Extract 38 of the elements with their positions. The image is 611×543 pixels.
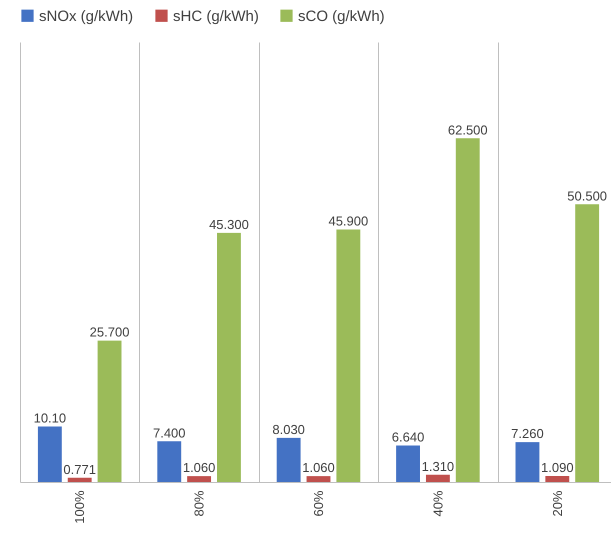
data-label: 0.771 bbox=[63, 462, 96, 477]
bar bbox=[187, 476, 212, 482]
bar bbox=[217, 232, 241, 482]
bar bbox=[157, 441, 182, 482]
bar bbox=[98, 340, 122, 482]
data-label: 6.640 bbox=[392, 429, 424, 444]
bar bbox=[426, 474, 450, 482]
bar bbox=[545, 476, 570, 482]
legend-label: sHC (g/kWh) bbox=[173, 8, 259, 25]
data-label: 1.090 bbox=[541, 460, 574, 476]
x-tick-label: 20% bbox=[550, 490, 565, 517]
data-label: 45.300 bbox=[209, 216, 249, 232]
x-tick-label: 100% bbox=[72, 490, 88, 524]
data-label: 7.400 bbox=[152, 425, 186, 440]
data-label: 8.030 bbox=[272, 422, 305, 437]
bar bbox=[396, 445, 420, 482]
bar bbox=[68, 478, 92, 482]
x-tick-label: 80% bbox=[192, 490, 207, 517]
data-label: 45.900 bbox=[328, 214, 368, 229]
x-tick-label: 60% bbox=[311, 490, 326, 517]
data-label: 50.500 bbox=[567, 188, 608, 204]
data-label: 62.500 bbox=[448, 122, 488, 138]
data-label: 25.700 bbox=[90, 324, 130, 340]
legend-label: sCO (g/kWh) bbox=[298, 8, 385, 25]
data-label: 1.060 bbox=[302, 460, 335, 476]
bar bbox=[38, 426, 62, 482]
bar bbox=[276, 438, 301, 482]
bar bbox=[456, 138, 480, 482]
bar bbox=[306, 476, 330, 482]
data-label: 1.060 bbox=[182, 460, 216, 476]
data-label: 1.310 bbox=[422, 458, 454, 474]
x-tick-label: 40% bbox=[430, 490, 446, 517]
legend-label: sNOx (g/kWh) bbox=[39, 8, 134, 25]
data-label: 7.260 bbox=[511, 426, 544, 442]
bar bbox=[516, 442, 540, 482]
bar bbox=[575, 204, 600, 482]
bar bbox=[336, 230, 360, 482]
data-label: 10.10 bbox=[34, 410, 66, 426]
